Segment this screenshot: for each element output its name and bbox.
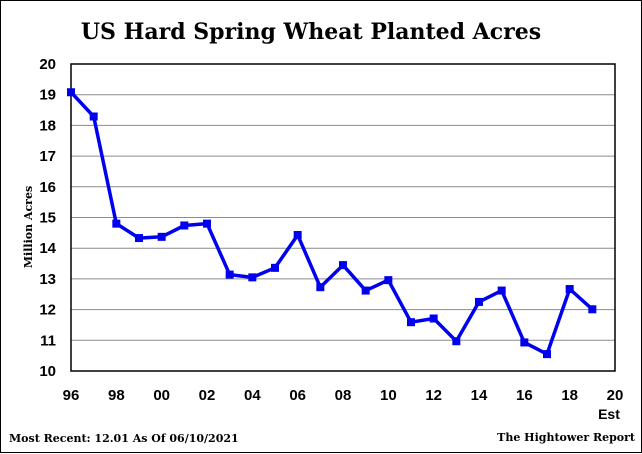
series-layer (67, 88, 597, 359)
data-point (565, 285, 574, 294)
footer-left: Most Recent: 12.01 As Of 06/10/2021 (9, 432, 239, 445)
x-tick-label: 98 (108, 387, 125, 404)
y-tick-label: 17 (39, 148, 56, 165)
grid-lines (71, 94, 615, 341)
x-tick-label: 12 (425, 387, 442, 404)
y-tick-label: 19 (39, 87, 56, 104)
x-axis-ticks: 96 98 00 02 04 06 08 10 12 14 16 18 20 (63, 387, 624, 404)
plot-area-border (70, 63, 616, 372)
y-tick-label: 13 (39, 271, 56, 288)
data-point (361, 286, 370, 295)
y-tick-label: 20 (39, 56, 56, 73)
x-tick-label: 96 (63, 387, 80, 404)
data-point (271, 263, 279, 272)
series-line (69, 91, 594, 356)
y-tick-label: 12 (39, 302, 56, 319)
data-point (180, 221, 189, 230)
x-tick-label: 00 (153, 387, 170, 404)
data-point (316, 283, 325, 292)
x-tick-label: 10 (380, 387, 397, 404)
y-tick-label: 14 (39, 240, 56, 257)
y-axis-ticks: 10 11 12 13 14 15 16 17 18 19 20 (39, 56, 56, 380)
data-point (293, 230, 302, 239)
y-tick-label: 16 (39, 179, 56, 196)
y-axis-label: Million Acres (22, 186, 35, 268)
x-tick-label: 06 (289, 387, 306, 404)
x-tick-label: 04 (244, 387, 261, 404)
data-point (452, 337, 461, 346)
data-point (543, 350, 551, 359)
y-tick-label: 11 (40, 332, 56, 349)
y-tick-label: 15 (39, 210, 56, 227)
data-point (157, 232, 166, 241)
data-point (248, 273, 257, 282)
data-point (520, 338, 529, 347)
data-point (588, 305, 597, 314)
x-extra-label: Est (598, 406, 620, 422)
x-tick-label: 08 (335, 387, 352, 404)
data-point (67, 88, 75, 97)
data-point (384, 276, 393, 285)
y-tick-label: 10 (39, 363, 56, 380)
data-point (112, 219, 121, 228)
x-tick-label: 16 (516, 387, 533, 404)
x-tick-label: 18 (561, 387, 578, 404)
data-point (497, 286, 506, 295)
data-point (203, 219, 211, 228)
data-point (339, 261, 347, 270)
data-point (475, 297, 483, 306)
data-point (429, 314, 438, 323)
x-tick-label: 02 (199, 387, 216, 404)
x-tick-label: 14 (471, 387, 488, 404)
footer-right: The Hightower Report (497, 431, 636, 444)
data-point (225, 270, 234, 279)
data-point (89, 112, 98, 121)
y-tick-label: 18 (39, 117, 56, 134)
data-point (135, 234, 143, 243)
chart-title: US Hard Spring Wheat Planted Acres (81, 19, 541, 45)
x-tick-label: 20 (607, 387, 624, 404)
data-point (407, 318, 415, 327)
